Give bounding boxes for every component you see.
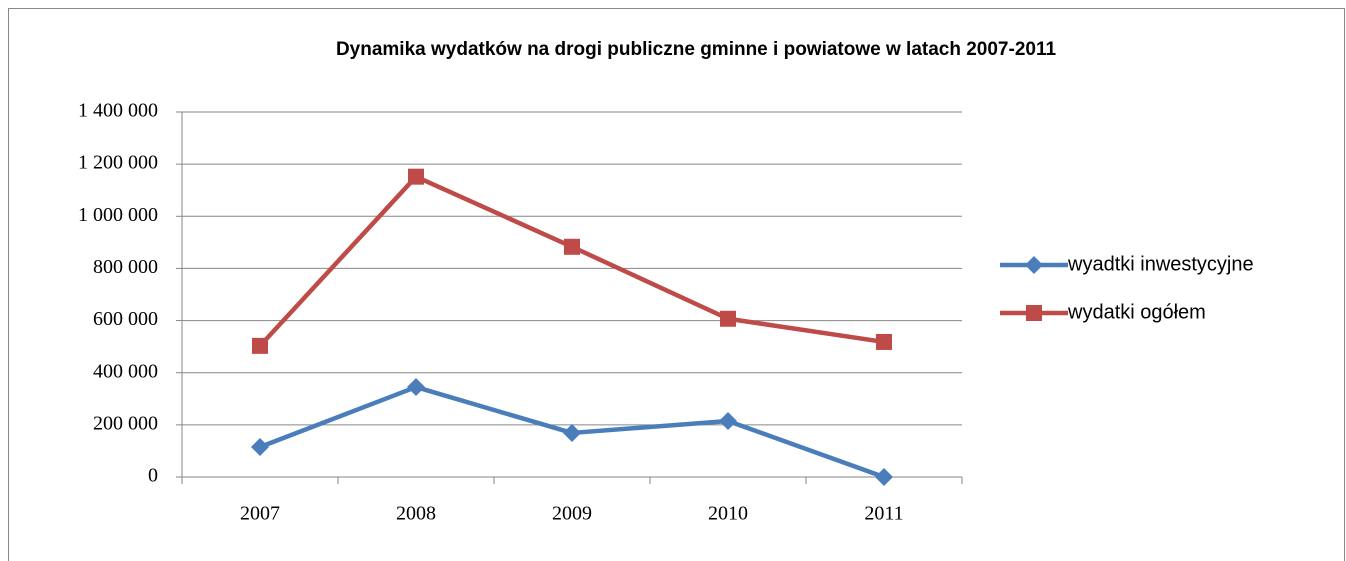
x-tick-label: 2011 (864, 503, 903, 525)
x-tick-label: 2008 (396, 503, 436, 525)
x-tick-label: 2010 (708, 503, 748, 525)
x-tick-label: 2009 (552, 503, 592, 525)
point (408, 168, 424, 185)
point (564, 238, 580, 255)
point (252, 337, 268, 354)
point (875, 468, 893, 486)
y-tick-label: 800 000 (93, 256, 158, 278)
legend-label: wydatki ogółem (1067, 301, 1206, 323)
point (563, 423, 581, 442)
y-tick-label: 600 000 (93, 308, 158, 330)
y-tick-label: 400 000 (93, 360, 158, 382)
chart-frame (8, 8, 1345, 561)
point (719, 411, 737, 430)
y-tick-label: 0 (148, 465, 158, 487)
legend-marker (1025, 256, 1043, 274)
x-tick-label: 2007 (240, 503, 280, 525)
legend-label: wyadtki inwestycyjne (1067, 253, 1254, 275)
point (720, 310, 736, 327)
point (251, 438, 269, 457)
y-tick-label: 1 200 000 (78, 152, 158, 174)
point (407, 378, 425, 397)
y-tick-label: 1 000 000 (78, 204, 158, 226)
legend-marker (1026, 305, 1042, 321)
point (876, 333, 892, 350)
chart-title: Dynamika wydatków na drogi publiczne gmi… (336, 39, 1057, 60)
y-tick-label: 1 400 000 (78, 100, 158, 122)
y-tick-label: 200 000 (93, 412, 158, 434)
